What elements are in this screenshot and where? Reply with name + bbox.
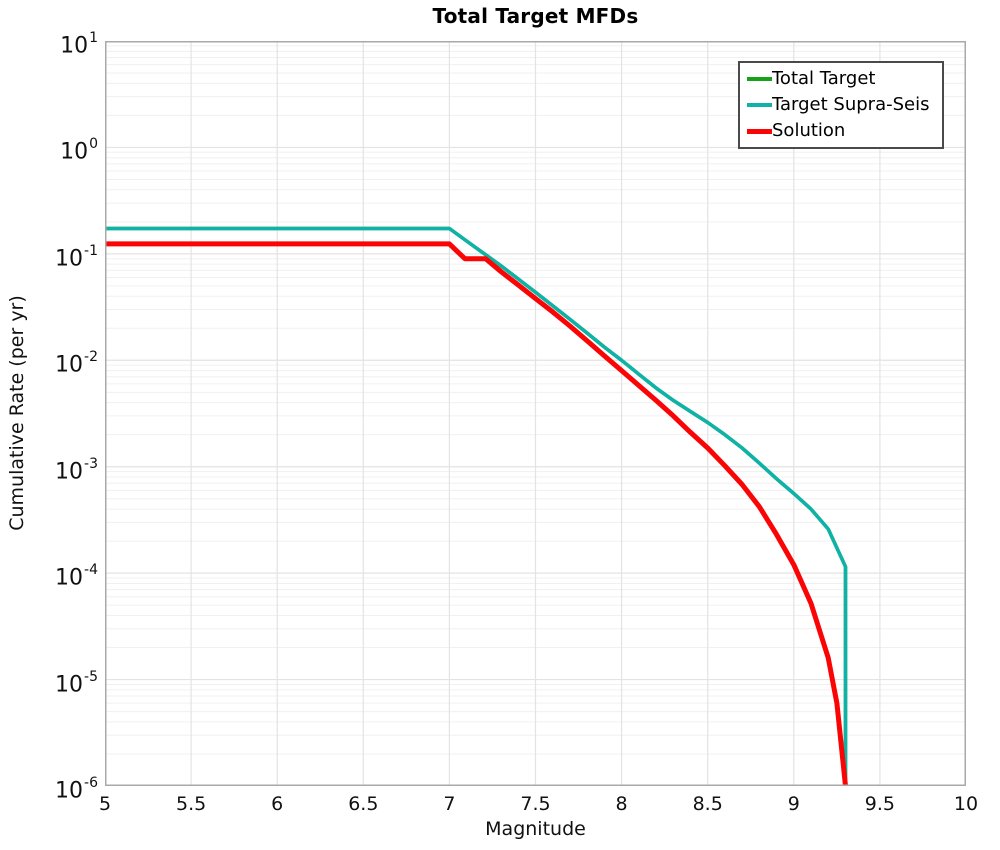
y-axis-label: Cumulative Rate (per yr) [6,295,28,531]
y-tick-label: 10-3 [55,455,98,485]
legend-label: Total Target [772,68,876,89]
y-tick-label: 10-5 [55,668,98,697]
x-tick-label: 5 [98,793,112,815]
legend-item-target-supra-seis: Target Supra-Seis [747,92,938,118]
plot-area [105,41,966,786]
target-supra-seis-line-swatch [747,103,772,107]
x-tick-label: 6 [271,793,284,815]
y-tick-label: 100 [60,136,98,165]
legend-label: Target Supra-Seis [772,94,930,115]
solution-line [105,241,848,786]
x-tick-label: 7.5 [520,793,551,815]
y-tick-label: 10-4 [55,562,98,591]
y-tick-label: 10-6 [55,775,98,804]
legend: Total Target Target Supra-Seis Solution [738,61,944,149]
y-tick-label: 10-2 [55,349,98,378]
axis-spines [105,41,966,786]
y-tick-label: 10-1 [55,242,98,272]
x-tick-label: 7 [443,793,456,815]
y-tick-label: 101 [60,30,98,59]
legend-label: Solution [772,120,846,141]
solution-line-swatch [747,128,772,134]
total-target-line [105,226,848,786]
x-tick-label: 9.5 [864,793,895,815]
target-supra-seis-line [105,226,848,786]
legend-item-solution: Solution [747,118,938,144]
x-tick-label: 5.5 [175,793,207,815]
x-tick-label: 6.5 [348,793,379,815]
x-tick-label: 9 [787,793,800,815]
chart-title: Total Target MFDs [432,4,639,28]
x-axis-label: Magnitude [485,818,586,840]
x-tick-label: 8.5 [692,793,723,815]
x-tick-label: 8 [615,793,628,815]
legend-item-total-target: Total Target [747,66,938,92]
x-tick-label: 10 [953,793,979,815]
total-target-line-swatch [747,77,772,81]
